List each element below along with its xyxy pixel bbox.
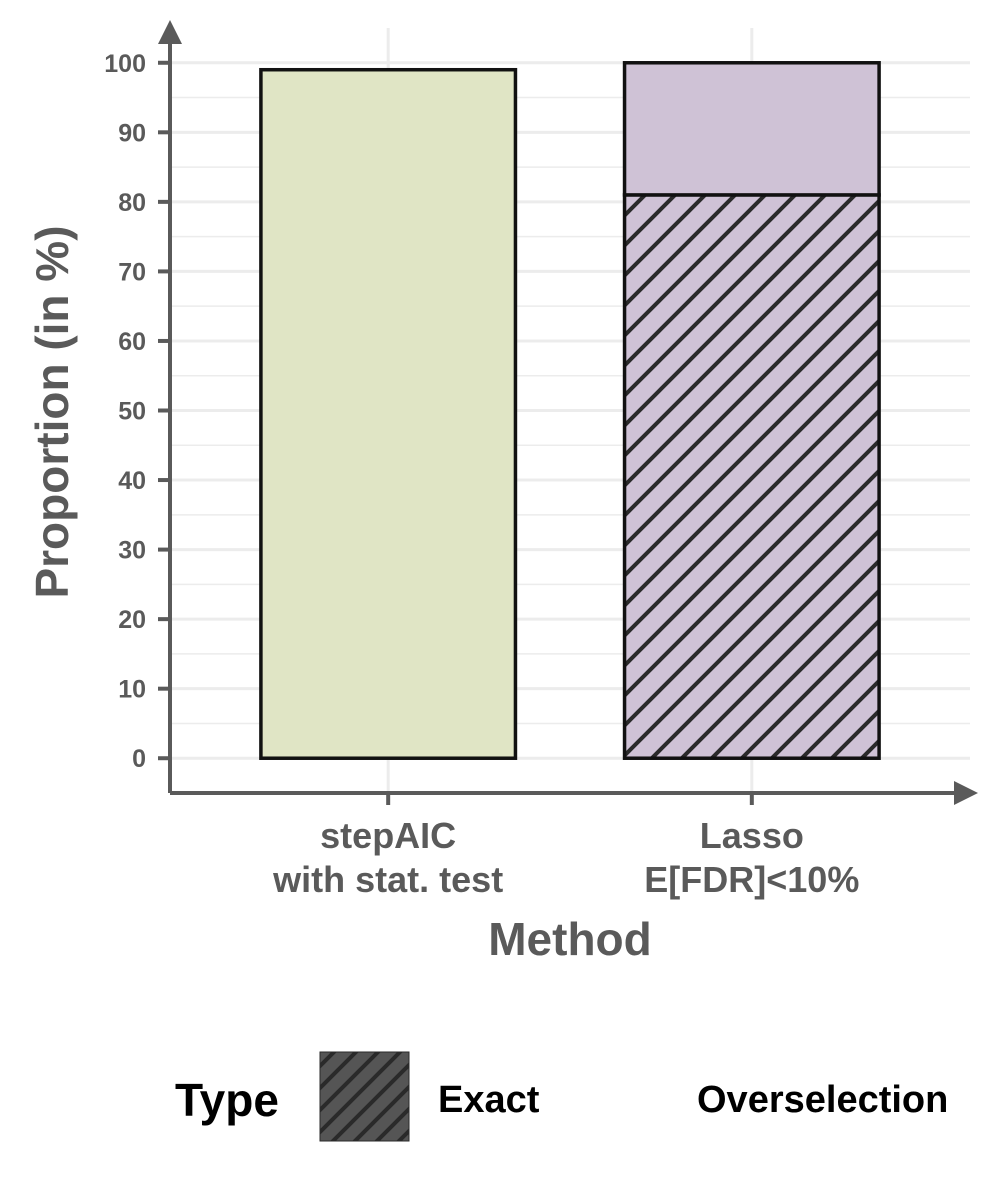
y-tick-label: 10 [118,676,146,704]
y-tick-label: 20 [118,606,146,634]
y-tick-label: 0 [132,745,146,773]
legend-swatch [320,1052,409,1141]
bar-exact-2 [622,193,881,760]
y-tick-label: 70 [118,258,146,286]
legend-swatch-border [319,1051,410,1142]
bar-fill [624,62,880,195]
y-tick-label: 100 [104,50,146,78]
bar-hatch [624,194,880,759]
bar-outline [259,67,518,760]
bar-outline [622,61,881,197]
legend-item-overselection: Overselection [586,1052,948,1141]
y-axis-title: Proportion (in %) [26,225,78,598]
legend-item-exact: Exact [319,1051,540,1142]
legend-label: Overselection [697,1079,948,1121]
y-tick-label: 40 [118,467,146,495]
legend-swatch [586,1052,675,1141]
bar-fill [260,69,516,759]
y-tick-label: 80 [118,189,146,217]
y-tick-label: 30 [118,537,146,565]
y-tick-label: 90 [118,119,146,147]
bar-overselection-1 [259,67,518,760]
y-tick-label: 60 [118,328,146,356]
legend: Type Exact Overselection [175,1051,948,1142]
x-axis-title: Method [488,913,652,965]
x-tick-label: stepAIC [320,815,456,856]
y-tick-label: 50 [118,398,146,426]
legend-title: Type [175,1074,279,1126]
x-tick-label: Lasso [700,815,804,856]
legend-label: Exact [438,1079,540,1121]
x-tick-label: with stat. test [272,859,503,900]
x-tick-label: E[FDR]<10% [644,859,859,900]
bars [259,61,881,760]
bar-overselection-2 [622,61,881,197]
